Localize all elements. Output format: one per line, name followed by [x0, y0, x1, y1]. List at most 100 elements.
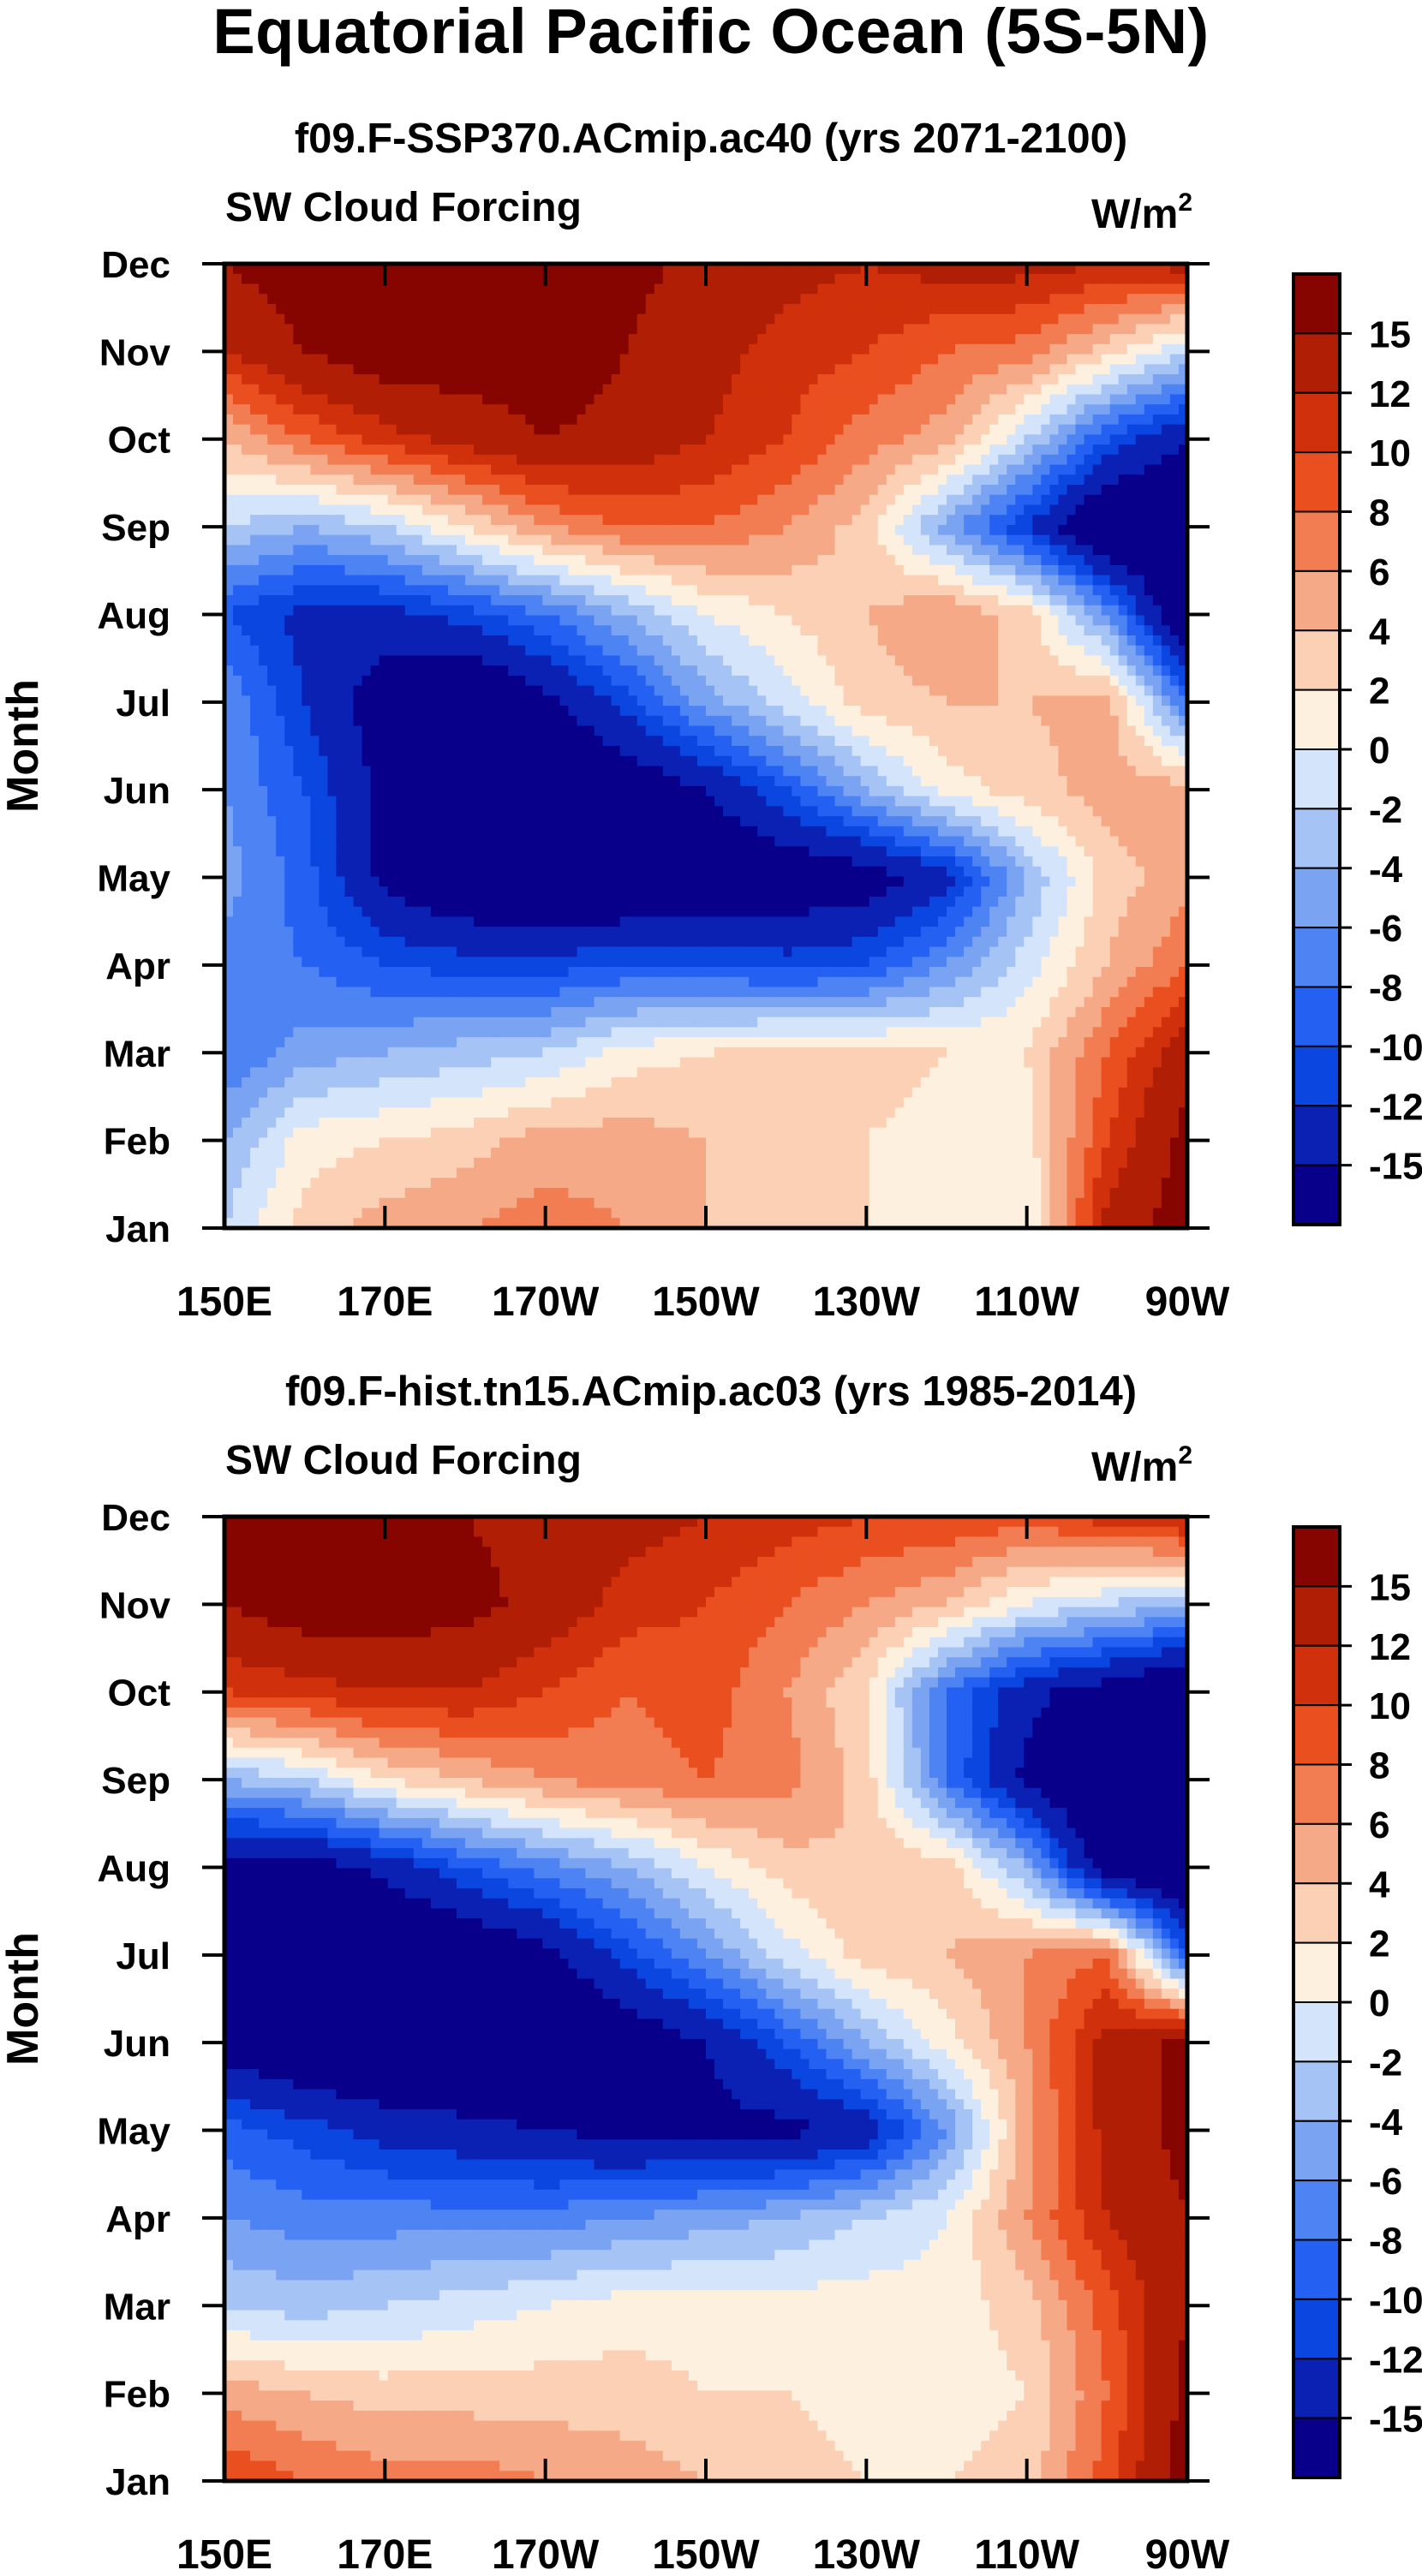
field-cell — [757, 605, 767, 617]
field-cell — [508, 464, 517, 475]
field-cell — [662, 655, 672, 666]
field-cell — [344, 283, 355, 295]
field-cell — [1024, 464, 1033, 475]
field-cell — [267, 324, 277, 335]
field-cell — [602, 494, 612, 506]
field-cell — [877, 474, 887, 486]
field-cell — [517, 605, 526, 617]
field-cell — [1032, 605, 1042, 617]
field-cell — [929, 444, 939, 456]
field-cell — [1118, 685, 1128, 696]
field-cell — [284, 665, 294, 677]
field-cell — [1015, 675, 1025, 687]
field-cell — [1066, 595, 1077, 606]
field-cell — [336, 324, 346, 335]
field-cell — [671, 545, 681, 556]
field-cell — [714, 454, 724, 466]
field-cell — [1032, 504, 1042, 516]
field-cell — [1084, 313, 1094, 325]
field-cell — [860, 515, 870, 526]
field-cell — [998, 414, 1007, 426]
field-cell — [869, 313, 879, 325]
field-cell — [826, 454, 836, 466]
field-cell — [886, 394, 896, 405]
field-cell — [1041, 605, 1051, 617]
field-cell — [1032, 294, 1042, 305]
field-cell — [370, 625, 380, 636]
field-cell — [740, 625, 750, 636]
field-cell — [696, 354, 707, 365]
field-cell — [396, 485, 406, 496]
field-cell — [723, 474, 732, 486]
field-cell — [688, 695, 698, 707]
field-cell — [1169, 264, 1180, 275]
field-cell — [353, 464, 363, 475]
field-cell — [1084, 343, 1094, 355]
field-cell — [568, 605, 578, 617]
field-cell — [224, 303, 234, 315]
field-cell — [387, 615, 397, 626]
field-cell — [302, 585, 311, 596]
field-cell — [645, 555, 655, 566]
field-cell — [602, 313, 612, 325]
field-cell — [404, 494, 415, 506]
field-cell — [645, 595, 655, 606]
field-cell — [1066, 384, 1077, 396]
field-cell — [972, 394, 982, 405]
field-cell — [723, 374, 732, 385]
field-cell — [1161, 675, 1171, 687]
field-cell — [911, 575, 922, 586]
field-cell — [1007, 675, 1016, 687]
field-cell — [1015, 665, 1025, 677]
field-cell — [551, 374, 560, 385]
field-cell — [293, 665, 302, 677]
field-cell — [534, 273, 543, 285]
field-cell — [903, 625, 913, 636]
field-cell — [611, 354, 621, 365]
field-cell — [233, 675, 242, 687]
field-cell — [319, 615, 329, 626]
field-cell — [1101, 294, 1111, 305]
field-cell — [964, 374, 973, 385]
field-cell — [636, 414, 647, 426]
field-cell — [998, 374, 1007, 385]
field-cell — [594, 354, 604, 365]
field-cell — [947, 685, 956, 696]
field-cell — [1126, 575, 1137, 586]
field-cell — [662, 394, 672, 405]
field-cell — [421, 615, 432, 626]
field-cell — [714, 384, 724, 396]
field-cell — [636, 354, 647, 365]
field-cell — [284, 494, 294, 506]
field-cell — [947, 404, 956, 415]
field-cell — [783, 605, 792, 617]
field-cell — [1152, 515, 1162, 526]
field-cell — [732, 324, 741, 335]
field-cell — [413, 494, 423, 506]
field-cell — [860, 615, 870, 626]
field-cell — [679, 354, 690, 365]
field-cell — [688, 615, 698, 626]
field-cell — [1178, 414, 1188, 426]
field-cell — [319, 706, 329, 717]
field-cell — [937, 424, 947, 435]
field-cell — [542, 444, 552, 456]
field-cell — [302, 434, 311, 445]
field-cell — [989, 334, 999, 345]
field-cell — [276, 595, 285, 606]
field-cell — [757, 625, 767, 636]
field-cell — [430, 464, 440, 475]
field-cell — [843, 343, 853, 355]
field-cell — [456, 515, 466, 526]
field-cell — [242, 625, 251, 636]
field-cell — [259, 645, 268, 657]
field-cell — [1126, 414, 1137, 426]
field-cell — [302, 264, 311, 275]
field-cell — [482, 334, 492, 345]
field-cell — [465, 615, 475, 626]
field-cell — [998, 454, 1007, 466]
field-cell — [792, 404, 801, 415]
field-cell — [869, 474, 879, 486]
field-cell — [972, 464, 982, 475]
field-cell — [1032, 273, 1042, 285]
